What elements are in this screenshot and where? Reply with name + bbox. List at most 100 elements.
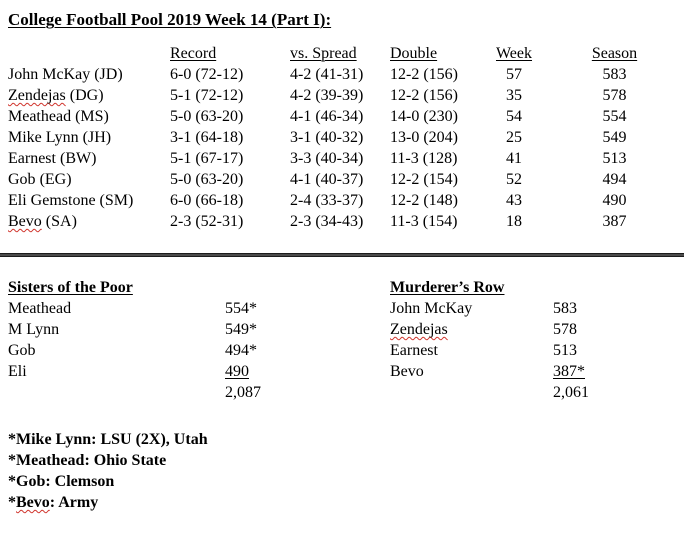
double-value: 12-2 (154) [390, 171, 458, 188]
week-value: 25 [506, 129, 522, 146]
column-header-season: Season [591, 45, 638, 62]
section-divider [0, 253, 684, 257]
record-value: 5-1 (67-17) [170, 150, 244, 167]
footnote-word: Meathead [16, 452, 85, 469]
double-value: 11-3 (154) [390, 213, 458, 230]
footnote-line: *Gob: Clemson [8, 473, 115, 490]
section-heading: Murderer’s Row [390, 279, 505, 296]
table-row: John McKay (JD) 6-0 (72-12) 4-2 (41-31) … [0, 64, 684, 85]
sisters-of-the-poor-section: Sisters of the Poor Meathead 554* M Lynn… [8, 277, 390, 403]
player-name: Eli Gemstone [8, 192, 96, 209]
column-header-week: Week [495, 45, 533, 62]
list-item: Meathead 554* [8, 298, 390, 319]
entry-value: 578 [553, 321, 577, 338]
week-value: 57 [506, 66, 522, 83]
double-value: 13-0 (204) [390, 129, 458, 146]
column-header-spread: vs. Spread [290, 45, 357, 62]
player-name: Mike Lynn [8, 129, 79, 146]
spread-value: 2-3 (34-43) [290, 213, 364, 230]
spread-value: 3-1 (40-32) [290, 129, 364, 146]
season-value: 554 [602, 108, 627, 125]
week-value: 35 [506, 87, 522, 104]
entry-name: M Lynn [8, 321, 60, 338]
season-value: 490 [602, 192, 627, 209]
list-item: John McKay 583 [390, 298, 684, 319]
entry-name: Earnest [390, 342, 438, 359]
player-name: Gob [8, 171, 36, 188]
spread-value: 4-1 (46-34) [290, 108, 364, 125]
table-row: Eli Gemstone (SM) 6-0 (66-18) 2-4 (33-37… [0, 190, 684, 211]
pool-table: Record vs. Spread Double Week Season Joh… [0, 43, 684, 232]
spread-value: 2-4 (33-37) [290, 192, 364, 209]
player-initials: (SM) [95, 192, 134, 209]
list-item: Bevo 387* [390, 361, 684, 382]
player-name: Meathead [8, 108, 72, 125]
week-value: 18 [506, 213, 522, 230]
week-value: 54 [506, 108, 522, 125]
double-value: 11-3 (128) [390, 150, 458, 167]
season-value: 494 [602, 171, 627, 188]
pool-header-row: Record vs. Spread Double Week Season [0, 43, 684, 64]
entry-value: 583 [553, 300, 577, 317]
table-row: Bevo (SA) 2-3 (52-31) 2-3 (34-43) 11-3 (… [0, 211, 684, 232]
entry-name: Meathead [8, 300, 72, 317]
table-row: Gob (EG) 5-0 (63-20) 4-1 (40-37) 12-2 (1… [0, 169, 684, 190]
double-value: 12-2 (148) [390, 192, 458, 209]
entry-value: 554* [225, 300, 257, 317]
player-name: Zendejas [8, 87, 66, 104]
table-row: Mike Lynn (JH) 3-1 (64-18) 3-1 (40-32) 1… [0, 127, 684, 148]
total-row: 2,061 [390, 382, 684, 403]
season-value: 583 [602, 66, 627, 83]
entry-value: 387* [553, 363, 585, 380]
list-item: M Lynn 549* [8, 319, 390, 340]
entry-name: Eli [8, 363, 27, 380]
summary-sections: Sisters of the Poor Meathead 554* M Lynn… [8, 277, 684, 403]
spread-value: 4-2 (39-39) [290, 87, 364, 104]
list-item: Earnest 513 [390, 340, 684, 361]
document-page: College Football Pool 2019 Week 14 (Part… [0, 9, 684, 513]
footnote-line: *Bevo: Army [8, 494, 99, 511]
footnote-word: Gob [16, 473, 46, 490]
season-value: 549 [602, 129, 627, 146]
table-row: Zendejas (DG) 5-1 (72-12) 4-2 (39-39) 12… [0, 85, 684, 106]
record-value: 5-0 (63-20) [170, 171, 244, 188]
entry-value: 494* [225, 342, 257, 359]
player-name: Earnest [8, 150, 56, 167]
week-value: 41 [506, 150, 522, 167]
page-title: College Football Pool 2019 Week 14 (Part… [8, 10, 332, 29]
week-value: 43 [506, 192, 522, 209]
player-initials: (JH) [78, 129, 112, 146]
season-value: 578 [602, 87, 627, 104]
list-item: Gob 494* [8, 340, 390, 361]
entry-value: 490 [225, 363, 249, 380]
list-item: Zendejas 578 [390, 319, 684, 340]
entry-name: Bevo [390, 363, 424, 380]
entry-name: Gob [8, 342, 36, 359]
spread-value: 3-3 (40-34) [290, 150, 364, 167]
record-value: 2-3 (52-31) [170, 213, 244, 230]
footnote-line: *Meathead: Ohio State [8, 452, 167, 469]
player-initials: (JD) [90, 66, 123, 83]
double-value: 12-2 (156) [390, 87, 458, 104]
record-value: 6-0 (66-18) [170, 192, 244, 209]
list-item: Eli 490 [8, 361, 390, 382]
player-initials: (MS) [71, 108, 109, 125]
section-total: 2,061 [553, 384, 589, 401]
footnote-line: *Mike Lynn: LSU (2X), Utah [8, 431, 208, 448]
table-row: Earnest (BW) 5-1 (67-17) 3-3 (40-34) 11-… [0, 148, 684, 169]
footnote-word: Bevo [16, 494, 50, 511]
week-value: 52 [506, 171, 522, 188]
table-row: Meathead (MS) 5-0 (63-20) 4-1 (46-34) 14… [0, 106, 684, 127]
section-total: 2,087 [225, 384, 261, 401]
record-value: 5-0 (63-20) [170, 108, 244, 125]
spread-value: 4-2 (41-31) [290, 66, 364, 83]
record-value: 6-0 (72-12) [170, 66, 244, 83]
player-name: Bevo [8, 213, 42, 230]
entry-name: Zendejas [390, 321, 448, 338]
season-value: 513 [602, 150, 627, 167]
section-heading: Sisters of the Poor [8, 279, 133, 296]
footnote-word: Mike Lynn [16, 431, 92, 448]
entry-value: 549* [225, 321, 257, 338]
player-initials: (EG) [35, 171, 72, 188]
player-initials: (SA) [41, 213, 77, 230]
